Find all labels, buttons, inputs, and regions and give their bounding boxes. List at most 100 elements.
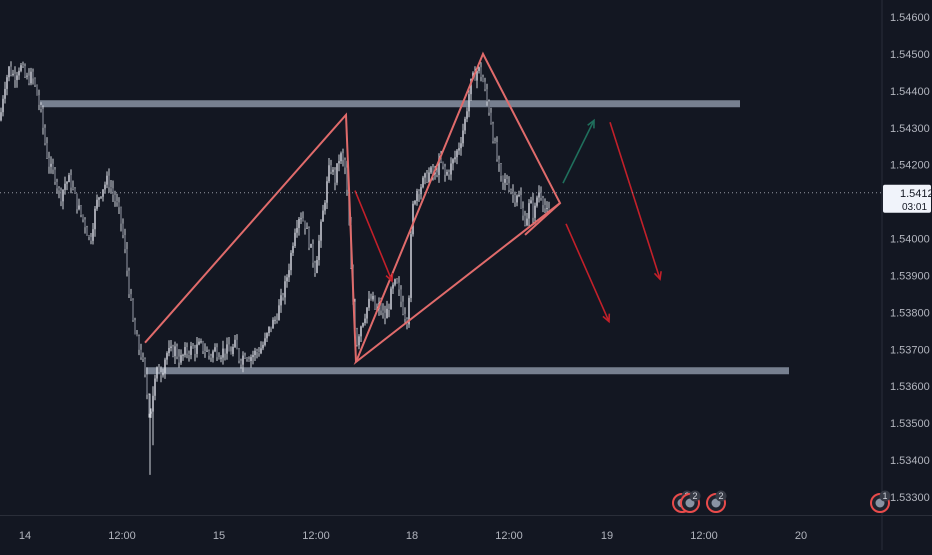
candle-body xyxy=(372,296,374,300)
candle-body xyxy=(30,71,32,84)
candle-body xyxy=(248,359,250,361)
candle-body xyxy=(144,358,146,375)
candle-body xyxy=(240,360,242,365)
candle-body xyxy=(18,70,20,76)
candle-body xyxy=(412,203,414,235)
bearish-arrow-line[interactable] xyxy=(565,223,610,322)
y-tick-label: 1.53400 xyxy=(890,455,930,467)
candle-body xyxy=(258,351,260,354)
candle-body xyxy=(82,214,84,220)
candle-body xyxy=(106,175,108,185)
candle-body xyxy=(478,67,480,71)
rising-wedge-pattern[interactable] xyxy=(144,112,357,362)
candle-body xyxy=(162,372,164,376)
candle-body xyxy=(424,173,426,178)
candle-body xyxy=(110,187,112,189)
candle-body xyxy=(198,341,200,345)
candle-body xyxy=(130,294,132,300)
candle-body xyxy=(526,218,528,226)
y-tick-label: 1.54400 xyxy=(890,86,930,98)
candle-body xyxy=(116,201,118,203)
event-badges[interactable]: 2221 xyxy=(672,490,891,513)
candle-body xyxy=(58,188,60,191)
candle-body xyxy=(452,159,454,164)
y-tick-label: 1.53700 xyxy=(890,344,930,356)
candle-body xyxy=(150,411,152,414)
candle-body xyxy=(366,307,368,319)
x-tick-label: 12:00 xyxy=(108,530,136,542)
candle-body xyxy=(8,66,10,78)
candle-body xyxy=(276,319,278,321)
candle-body xyxy=(360,326,362,337)
event-badge[interactable]: 1 xyxy=(870,490,891,513)
time-axis[interactable]: 14 12:00 15 12:00 18 12:00 19 12:00 20 xyxy=(19,530,807,542)
candle-body xyxy=(4,88,6,99)
candle-body xyxy=(100,196,102,198)
candle-body xyxy=(220,357,222,359)
x-tick-label: 14 xyxy=(19,530,31,542)
price-axis[interactable]: 1.54600 1.54500 1.54400 1.54300 1.54200 1.540… xyxy=(890,12,930,504)
candle-body xyxy=(120,207,122,224)
candle-body xyxy=(292,246,294,253)
pattern-drawings[interactable] xyxy=(144,51,562,365)
candle-body xyxy=(438,158,440,176)
candle-body xyxy=(432,167,434,175)
candle-body xyxy=(428,172,430,183)
bearish-arrow-line[interactable] xyxy=(354,190,393,282)
x-tick-label: 15 xyxy=(213,530,225,542)
candle-body xyxy=(68,175,70,183)
candle-body xyxy=(266,333,268,339)
candle-body xyxy=(182,354,184,356)
candle-body xyxy=(506,178,508,184)
bearish-arrow-head[interactable] xyxy=(653,271,662,281)
forecast-arrows[interactable] xyxy=(354,118,662,324)
candle-body xyxy=(194,347,196,354)
y-tick-label: 1.53500 xyxy=(890,418,930,430)
bearish-arrow-line[interactable] xyxy=(609,121,661,280)
badge-count: 2 xyxy=(692,491,697,501)
candle-body xyxy=(188,353,190,355)
x-tick-label: 12:00 xyxy=(495,530,523,542)
badge-count-bg xyxy=(689,490,701,502)
bullish-arrow-head[interactable] xyxy=(587,118,595,129)
candle-body xyxy=(296,227,298,233)
candle-body xyxy=(332,169,334,172)
triangle-pattern[interactable] xyxy=(353,51,562,365)
candle-body xyxy=(500,163,502,176)
support-resistance-levels[interactable] xyxy=(40,100,789,375)
candle-body xyxy=(166,353,168,360)
candle-body xyxy=(342,153,344,160)
candle-body xyxy=(362,323,364,327)
candle-body xyxy=(316,260,318,273)
candle-body xyxy=(528,203,530,219)
candle-body xyxy=(46,143,48,158)
candle-body xyxy=(318,240,320,261)
candle-body xyxy=(164,359,166,373)
event-badge[interactable]: 2 xyxy=(680,490,701,513)
candle-body xyxy=(124,235,126,250)
bullish-arrow-line[interactable] xyxy=(562,120,595,184)
candle-body xyxy=(538,192,540,198)
candle-body xyxy=(48,157,50,167)
candle-body xyxy=(308,227,310,248)
candle-body xyxy=(254,350,256,355)
candle-body xyxy=(288,270,290,278)
bearish-arrow-head[interactable] xyxy=(385,272,394,283)
candle-body xyxy=(476,70,478,81)
candle-body xyxy=(422,177,424,188)
candle-body xyxy=(256,350,258,352)
candle-body xyxy=(314,262,316,273)
candle-body xyxy=(394,279,396,285)
candle-body xyxy=(118,202,120,208)
candle-body xyxy=(216,347,218,358)
candle-body xyxy=(440,158,442,162)
bearish-arrow-head[interactable] xyxy=(602,313,611,324)
candle-body xyxy=(56,181,58,189)
candle-body xyxy=(98,197,100,200)
event-badge[interactable]: 2 xyxy=(706,490,727,513)
candle-body xyxy=(510,190,512,192)
triangle-lower-edge[interactable] xyxy=(524,202,561,236)
candle-body xyxy=(14,73,16,81)
